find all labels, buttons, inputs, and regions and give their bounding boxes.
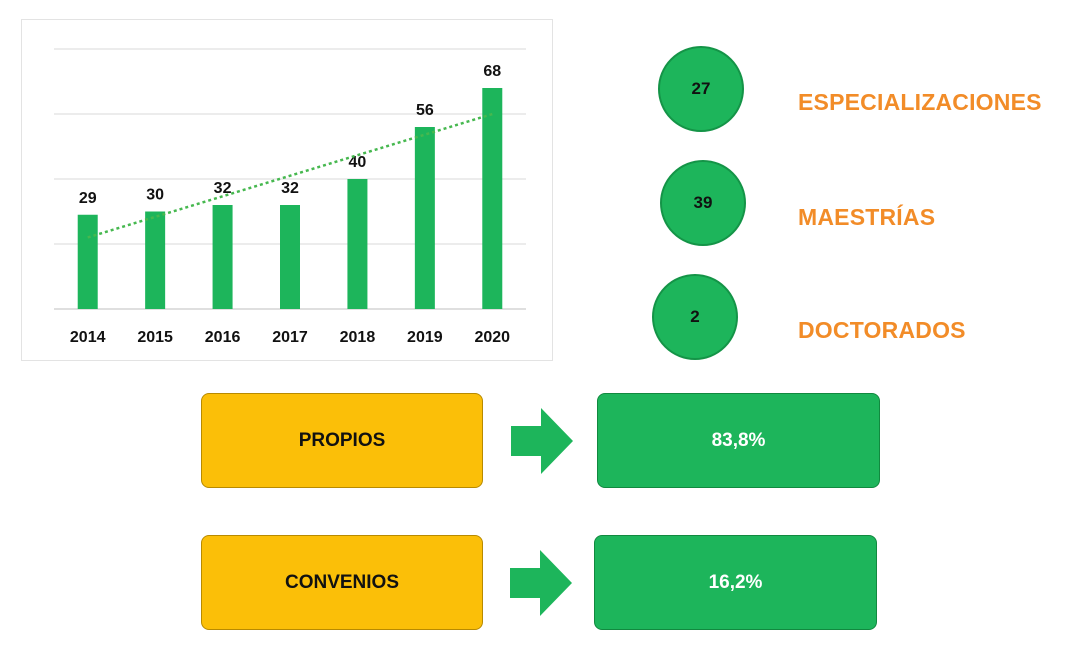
data-label-2018: 40: [349, 154, 367, 171]
bar-2020: [482, 88, 503, 309]
bar-2018: [347, 179, 368, 309]
maestrias-label: MAESTRÍAS: [798, 204, 936, 230]
convenios-label: CONVENIOS: [284, 571, 400, 593]
doctorados-count-value: 2: [690, 307, 700, 326]
bar-chart-svg: 29 2014 30 2015 32 2016 32 2017 40 2018 56 2019 68 20…: [54, 48, 526, 346]
x-tick-2014: 2014: [70, 329, 106, 346]
data-label-2014: 29: [79, 190, 97, 207]
bar-2014: [77, 214, 98, 309]
data-label-2020: 68: [483, 63, 501, 80]
propios-label: PROPIOS: [298, 429, 386, 451]
x-tick-2020: 2020: [474, 329, 510, 346]
data-label-2015: 30: [146, 187, 164, 204]
x-tick-2017: 2017: [272, 329, 308, 346]
x-tick-2019: 2019: [407, 329, 443, 346]
bar-2019: [414, 127, 435, 309]
data-label-2017: 32: [281, 180, 299, 197]
maestrias-count-value: 39: [693, 193, 713, 212]
x-tick-2018: 2018: [340, 329, 376, 346]
especializaciones-count: 27: [658, 46, 744, 132]
doctorados-label: DOCTORADOS: [798, 317, 966, 343]
trendline: [87, 112, 493, 239]
propios-percent-box: 83,8%: [597, 393, 880, 488]
maestrias-count: 39: [660, 160, 746, 246]
propios-percent: 83,8%: [711, 429, 766, 451]
x-tick-2016: 2016: [205, 329, 241, 346]
convenios-box: CONVENIOS: [201, 535, 483, 630]
data-label-2019: 56: [416, 102, 434, 119]
especializaciones-label: ESPECIALIZACIONES: [798, 89, 1042, 115]
convenios-percent-box: 16,2%: [594, 535, 877, 630]
right-arrow-icon: [511, 408, 573, 474]
data-label-2016: 32: [214, 180, 232, 197]
right-arrow-icon: [510, 550, 572, 616]
bar-2016: [212, 205, 233, 309]
propios-box: PROPIOS: [201, 393, 483, 488]
bar-2017: [280, 205, 300, 309]
doctorados-count: 2: [652, 274, 738, 360]
convenios-percent: 16,2%: [708, 571, 763, 593]
especializaciones-count-value: 27: [691, 79, 711, 98]
x-tick-2015: 2015: [137, 329, 173, 346]
bar-2015: [145, 211, 166, 309]
bar-chart: 29 2014 30 2015 32 2016 32 2017 40 2018 56 2019 68 20…: [21, 19, 553, 361]
